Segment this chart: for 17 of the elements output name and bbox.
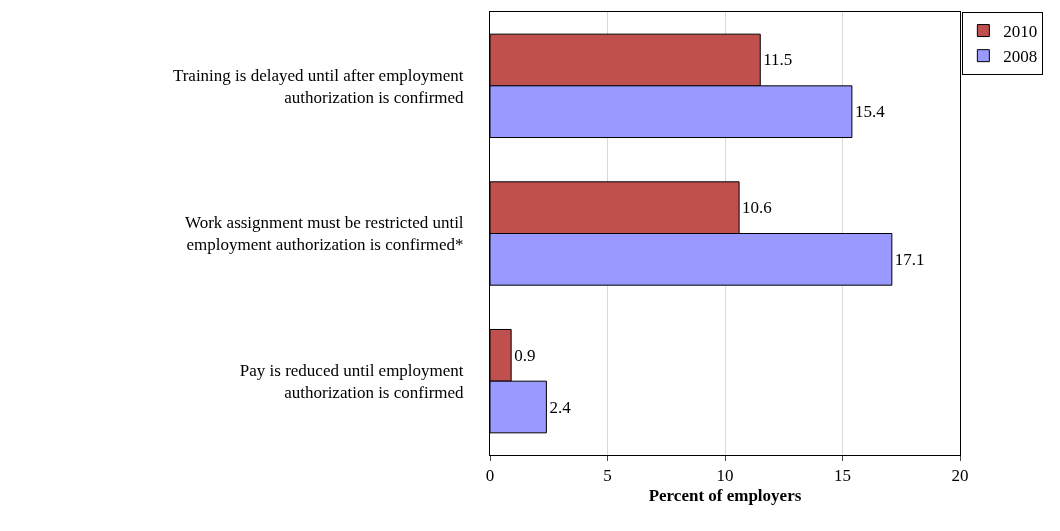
legend-label: 2010 [1003, 22, 1038, 42]
data-label: 0.9 [514, 345, 536, 365]
x-tick-label: 5 [603, 466, 612, 486]
y-tick-label: Training is delayed until after employment authorization is confirmed [172, 65, 465, 107]
data-label: 11.5 [763, 50, 793, 70]
y-tick-label: Pay is reduced until employment authorization is confirmed [239, 361, 465, 403]
legend-label: 2008 [1003, 47, 1038, 67]
x-tick-label: 20 [951, 466, 969, 486]
data-label: 10.6 [742, 198, 772, 218]
x-tick-label: 10 [716, 466, 734, 486]
data-label: 17.1 [894, 249, 925, 269]
y-tick-label: Work assignment must be restricted until employment authorization is confirmed* [184, 213, 464, 255]
data-label: 15.4 [854, 102, 886, 122]
x-tick-label: 0 [485, 466, 495, 486]
x-tick-label: 15 [834, 466, 851, 486]
x-axis-title: Percent of employers [648, 485, 802, 505]
data-label: 2.4 [549, 397, 572, 417]
